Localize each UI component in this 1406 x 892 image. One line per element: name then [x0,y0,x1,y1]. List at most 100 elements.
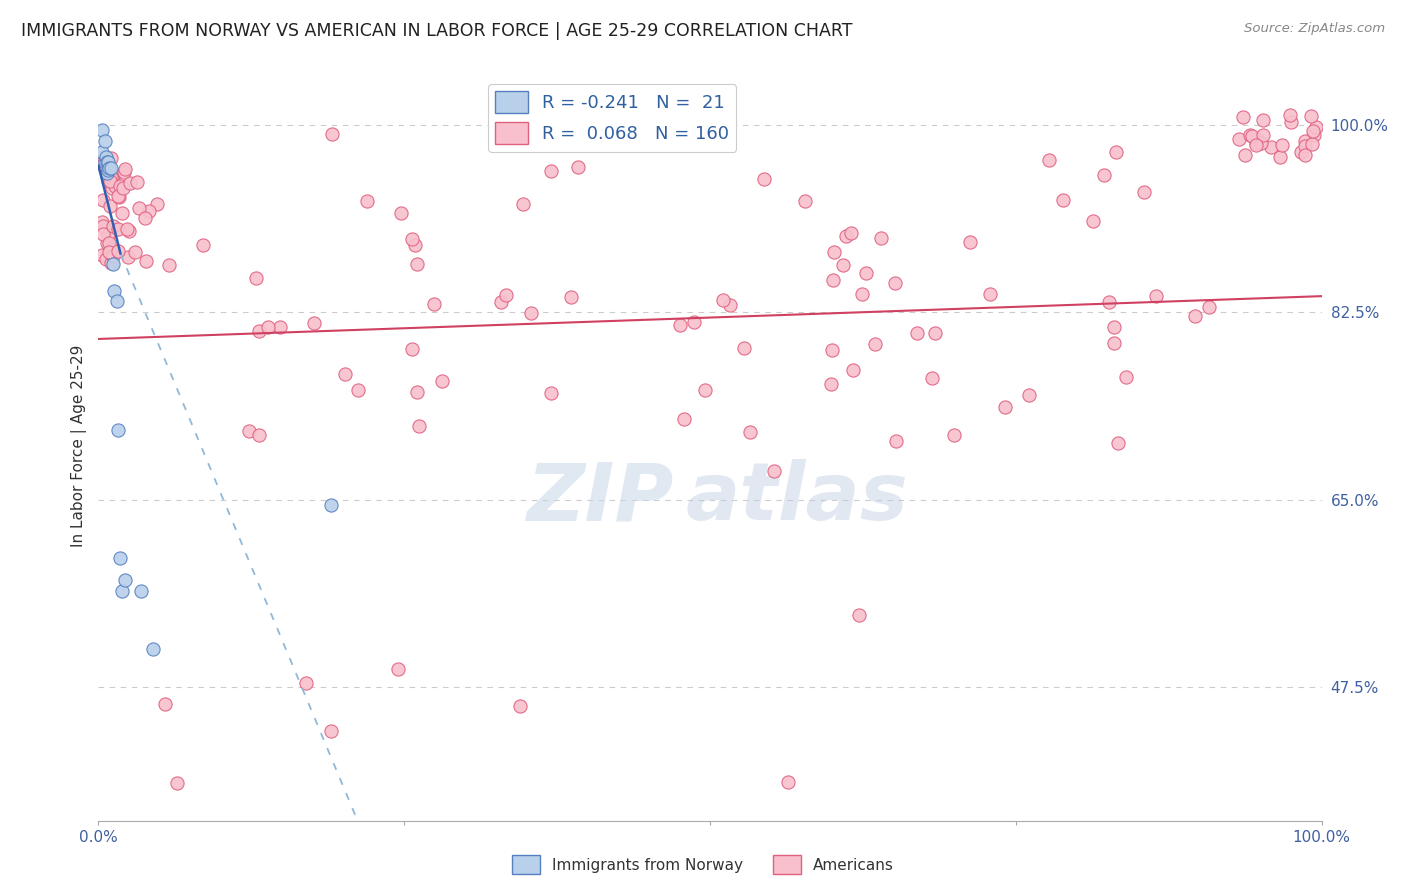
Point [134,211,156,226]
Point [979,286,1001,301]
Point [855,266,877,280]
Point [733,341,755,355]
Point [1083,214,1105,228]
Point [823,245,845,260]
Point [114,162,136,177]
Point [1244,138,1267,153]
Point [1251,113,1274,128]
Point [93,219,115,233]
Point [142,642,165,657]
Point [1198,300,1220,314]
Point [101,171,124,186]
Point [1289,145,1312,159]
Point [94,150,117,164]
Text: IMMIGRANTS FROM NORWAY VS AMERICAN IN LABOR FORCE | AGE 25-29 CORRELATION CHART: IMMIGRANTS FROM NORWAY VS AMERICAN IN LA… [21,22,852,40]
Point [1268,150,1291,164]
Point [115,222,138,236]
Point [97,162,120,177]
Point [111,206,134,220]
Point [356,194,378,208]
Point [146,197,169,211]
Text: Source: ZipAtlas.com: Source: ZipAtlas.com [1244,22,1385,36]
Point [509,699,531,714]
Point [883,276,905,290]
Point [105,294,128,309]
Text: atlas: atlas [686,459,908,538]
Point [321,127,343,141]
Point [247,325,270,339]
Point [1251,128,1274,143]
Point [101,181,124,195]
Point [1260,140,1282,154]
Point [884,434,907,448]
Point [100,152,122,166]
Point [93,153,115,168]
Point [107,244,129,259]
Legend: R = -0.241   N =  21, R =  0.068   N = 160: R = -0.241 N = 21, R = 0.068 N = 160 [488,84,737,152]
Point [1240,128,1263,143]
Point [406,384,429,399]
Point [1279,108,1302,122]
Point [1098,294,1121,309]
Point [93,155,115,169]
Point [100,256,122,270]
Point [921,370,943,384]
Point [1104,335,1126,350]
Point [107,188,129,202]
Point [994,401,1017,415]
Point [117,250,139,264]
Point [153,698,176,712]
Point [129,583,152,598]
Point [540,385,562,400]
Point [851,287,873,301]
Point [97,155,120,169]
Point [94,161,117,176]
Point [125,174,148,188]
Point [1105,145,1128,159]
Point [1232,110,1254,124]
Point [135,254,157,268]
Point [96,166,118,180]
Point [138,204,160,219]
Point [1294,135,1316,149]
Point [96,235,118,250]
Point [245,270,267,285]
Point [778,774,800,789]
Point [512,197,534,211]
Point [247,427,270,442]
Point [256,319,278,334]
Point [1132,185,1154,199]
Point [924,326,946,341]
Point [1018,388,1040,402]
Point [387,662,409,676]
Point [740,425,762,440]
Point [108,190,131,204]
Point [401,232,423,246]
Point [98,161,121,175]
Point [842,363,865,377]
Point [520,306,543,320]
Point [117,224,139,238]
Point [408,418,430,433]
Point [683,315,706,329]
Point [112,164,135,178]
Point [1302,128,1324,142]
Point [295,676,318,690]
Point [1092,168,1115,182]
Point [91,247,114,261]
Point [97,174,120,188]
Point [100,169,122,184]
Point [101,249,124,263]
Point [96,169,118,183]
Point [693,384,716,398]
Point [91,227,114,241]
Point [401,342,423,356]
Point [319,498,342,512]
Point [560,290,582,304]
Point [1246,132,1268,146]
Point [869,230,891,244]
Point [430,374,453,388]
Point [103,284,125,298]
Point [1104,319,1126,334]
Point [672,411,695,425]
